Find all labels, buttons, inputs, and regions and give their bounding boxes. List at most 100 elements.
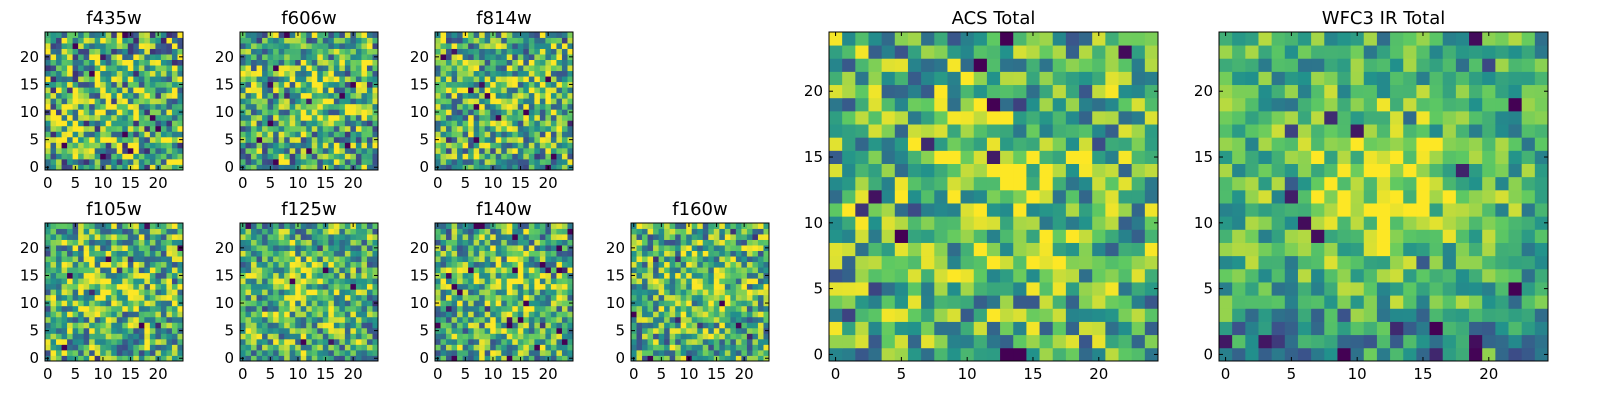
heatmap-cell: [446, 54, 452, 60]
heatmap-cell: [344, 228, 351, 235]
heatmap-cell: [523, 305, 530, 312]
heatmap-cell: [295, 37, 302, 44]
heatmap-cell: [111, 147, 118, 154]
heatmap-cell: [512, 153, 519, 160]
heatmap-cell: [267, 305, 274, 312]
heatmap-cell: [245, 294, 252, 301]
heatmap-cell: [72, 98, 79, 105]
heatmap-cell: [306, 103, 313, 110]
heatmap-cell: [501, 48, 508, 55]
heatmap-cell: [752, 322, 759, 329]
heatmap-cell: [322, 125, 329, 132]
heatmap-cell: [440, 267, 447, 274]
heatmap-cell: [512, 109, 519, 116]
heatmap-cell: [149, 305, 156, 312]
heatmap-cell: [61, 153, 68, 160]
heatmap-cell: [479, 234, 486, 240]
heatmap-cell: [735, 294, 742, 301]
heatmap-cell: [484, 98, 491, 105]
heatmap-cell: [642, 245, 648, 251]
heatmap-cell: [1026, 295, 1040, 309]
heatmap-cell: [61, 54, 68, 60]
y-tick-label: 20: [20, 239, 39, 257]
heatmap-cell: [440, 223, 447, 229]
heatmap-cell: [94, 131, 101, 138]
heatmap-cell: [333, 81, 340, 88]
heatmap-cell: [669, 223, 676, 229]
heatmap-cell: [545, 125, 552, 132]
heatmap-cell: [512, 223, 519, 229]
heatmap-cell: [741, 294, 748, 301]
heatmap-cell: [446, 311, 452, 318]
heatmap-cell: [311, 311, 318, 318]
heatmap-cell: [339, 81, 346, 88]
heatmap-cell: [267, 239, 274, 246]
heatmap-cell: [289, 327, 296, 334]
heatmap-cell: [295, 147, 302, 154]
heatmap-cell: [322, 92, 329, 99]
heatmap-cell: [636, 239, 643, 246]
heatmap-cell: [300, 142, 307, 149]
heatmap-cell: [251, 76, 257, 83]
heatmap-cell: [446, 153, 452, 160]
heatmap-cell: [446, 272, 452, 279]
heatmap-cell: [1118, 229, 1133, 243]
heatmap-cell: [72, 256, 79, 263]
heatmap-cell: [495, 92, 502, 99]
heatmap-cell: [328, 261, 335, 268]
heatmap-cell: [675, 333, 682, 340]
heatmap-cell: [664, 300, 671, 307]
heatmap-cell: [462, 305, 469, 312]
heatmap-cell: [100, 245, 107, 251]
heatmap-cell: [752, 245, 759, 251]
x-tick-label: 20: [735, 365, 754, 383]
heatmap-cell: [295, 114, 302, 121]
heatmap-cell: [177, 349, 184, 356]
heatmap-cell: [934, 176, 948, 191]
heatmap-cell: [462, 48, 469, 55]
heatmap-cell: [702, 316, 709, 323]
heatmap-cell: [350, 87, 357, 94]
heatmap-cell: [741, 349, 748, 356]
heatmap-cell: [752, 344, 759, 351]
heatmap-cell: [72, 136, 79, 143]
heatmap-cell: [724, 223, 731, 229]
heatmap-cell: [534, 300, 541, 307]
heatmap-cell: [306, 32, 313, 38]
heatmap-cell: [921, 255, 935, 270]
heatmap-cell: [361, 147, 368, 154]
heatmap-cell: [440, 114, 447, 121]
heatmap-cell: [446, 261, 452, 268]
heatmap-cell: [1065, 163, 1080, 178]
y-tick-label: 0: [29, 158, 39, 176]
heatmap-cell: [539, 153, 546, 160]
heatmap-cell: [262, 92, 268, 99]
heatmap-cell: [127, 81, 134, 88]
heatmap-cell: [78, 283, 85, 290]
heatmap-cell: [295, 250, 302, 257]
heatmap-cell: [144, 98, 151, 105]
heatmap-cell: [490, 87, 497, 94]
heatmap-cell: [556, 338, 563, 345]
heatmap-cell: [468, 120, 475, 127]
heatmap-cell: [160, 147, 167, 154]
heatmap-cell: [116, 256, 123, 263]
heatmap-cell: [1092, 242, 1106, 257]
heatmap-cell: [262, 333, 268, 340]
heatmap-cell: [361, 142, 368, 149]
heatmap-cell: [517, 114, 524, 121]
heatmap-cell: [251, 59, 257, 66]
heatmap-cell: [116, 311, 123, 318]
heatmap-cell: [240, 98, 246, 105]
heatmap-cell: [512, 59, 519, 66]
heatmap-cell: [100, 76, 107, 83]
heatmap-cell: [691, 228, 698, 235]
heatmap-cell: [702, 300, 709, 307]
x-tick-label: 15: [121, 365, 140, 383]
heatmap-cell: [561, 120, 568, 127]
heatmap-cell: [1026, 268, 1040, 283]
heatmap-cell: [311, 239, 318, 246]
heatmap-cell: [240, 158, 246, 165]
heatmap-cell: [658, 245, 665, 251]
heatmap-cell: [512, 114, 519, 121]
